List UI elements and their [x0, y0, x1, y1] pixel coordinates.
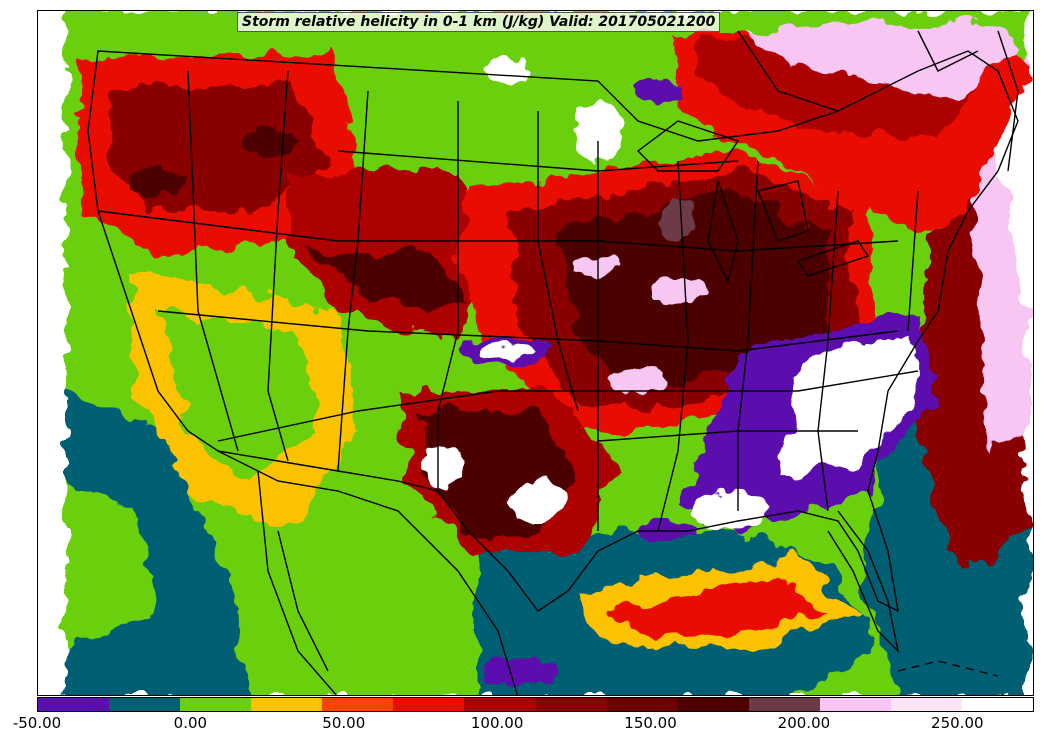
field-iowa-pink: [648, 279, 708, 303]
field-texas-white: [510, 479, 566, 523]
border-line-7: [267, 70, 289, 462]
field-idaho-maroon: [243, 127, 293, 155]
field-wisconsin-mauve: [660, 201, 696, 241]
field-mexico-purple: [478, 657, 558, 685]
border-line-9: [437, 101, 459, 491]
map-title: Storm relative helicity in 0-1 km (J/kg)…: [237, 12, 721, 32]
colorbar-tick-label: 250.00: [931, 714, 984, 732]
border-line-15: [907, 190, 919, 332]
gulf-california-coast: [277, 530, 329, 672]
border-line-14: [817, 190, 839, 512]
colorbar-segment: [251, 698, 323, 711]
field-pacific-green: [66, 481, 158, 651]
colorbar-segment: [819, 698, 891, 711]
border-line-3: [217, 370, 919, 442]
field-rockies-maroon: [308, 251, 468, 311]
field-kansas-white: [480, 343, 536, 359]
field-oregon-maroon: [128, 166, 188, 196]
baja-coast: [257, 470, 338, 695]
helicity-map: [38, 11, 1033, 695]
colorbar-segment: [890, 698, 963, 711]
colorbar-segment: [962, 698, 1034, 711]
border-line-13: [737, 160, 759, 511]
field-dakota-white: [488, 56, 528, 86]
canada-line-2: [917, 30, 979, 72]
colorbar-tick-label: 200.00: [777, 714, 831, 732]
colorbar-segment: [322, 698, 394, 711]
lake-erie: [796, 240, 870, 277]
border-line-12: [657, 160, 689, 532]
colorbar: [37, 697, 1034, 712]
colorbar-segment: [464, 698, 536, 711]
us-outline: [87, 50, 1019, 613]
colorbar-segment: [677, 698, 749, 711]
colorbar-tick-label: 0.00: [173, 714, 208, 732]
border-line-1: [97, 210, 899, 252]
field-minnesota-white: [573, 101, 623, 161]
colorbar-tick-label: 150.00: [624, 714, 677, 732]
political-boundaries: [87, 30, 1019, 695]
border-line-6: [187, 70, 239, 452]
field-texas-white-2: [421, 446, 465, 486]
lake-michigan: [707, 180, 739, 284]
colorbar-segment: [393, 698, 465, 711]
field-canada-pink: [738, 21, 1018, 101]
colorbar-segment: [38, 698, 110, 711]
field-gulf-red: [608, 576, 828, 636]
lake-huron: [757, 180, 809, 242]
border-line-8: [337, 90, 369, 472]
colorbar-tick-label: 100.00: [470, 714, 524, 732]
field-ontario-purple: [633, 79, 683, 103]
field-southeast-white: [778, 331, 918, 481]
map-panel: [37, 10, 1034, 696]
shaded-field-detail: [83, 56, 768, 685]
border-line-10: [537, 111, 579, 412]
florida: [827, 510, 900, 654]
lake-superior: [636, 120, 740, 172]
canada-line-1: [737, 30, 839, 112]
colorbar-segment: [535, 698, 607, 711]
field-baja-teal: [153, 613, 203, 629]
colorbar-tick-label: 50.00: [322, 714, 366, 732]
colorbar-tick-label: -50.00: [12, 714, 62, 732]
colorbar-segment: [109, 698, 181, 711]
colorbar-segment: [748, 698, 820, 711]
field-missouri-pink: [608, 369, 668, 393]
border-mexico: [217, 450, 519, 695]
colorbar-segment: [606, 698, 678, 711]
canada-line-3: [997, 30, 1019, 172]
colorbar-segment: [180, 698, 252, 711]
